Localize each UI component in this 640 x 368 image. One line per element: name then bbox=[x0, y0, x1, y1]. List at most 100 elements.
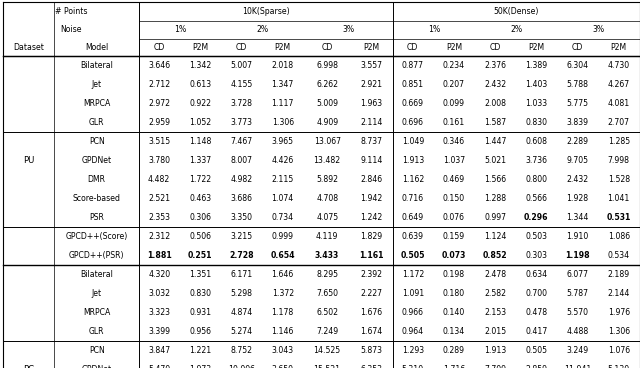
Text: 1.117: 1.117 bbox=[271, 99, 294, 108]
Text: 0.669: 0.669 bbox=[402, 99, 424, 108]
Text: 0.922: 0.922 bbox=[189, 99, 211, 108]
Text: 1.306: 1.306 bbox=[607, 327, 630, 336]
Text: Jet: Jet bbox=[92, 289, 102, 298]
Text: 1.161: 1.161 bbox=[359, 251, 384, 260]
Text: 0.417: 0.417 bbox=[525, 327, 547, 336]
Text: 1.676: 1.676 bbox=[360, 308, 383, 316]
Text: 1.198: 1.198 bbox=[565, 251, 590, 260]
Text: 0.566: 0.566 bbox=[525, 194, 547, 203]
Text: 1.722: 1.722 bbox=[189, 175, 211, 184]
Text: GPDNet: GPDNet bbox=[82, 156, 112, 165]
Text: 1.566: 1.566 bbox=[484, 175, 506, 184]
Text: 1.587: 1.587 bbox=[484, 118, 506, 127]
Text: 2.144: 2.144 bbox=[607, 289, 630, 298]
Text: GLR: GLR bbox=[89, 327, 104, 336]
Text: 0.505: 0.505 bbox=[401, 251, 425, 260]
Text: 2.712: 2.712 bbox=[148, 80, 170, 89]
Text: 1.337: 1.337 bbox=[189, 156, 211, 165]
Text: 1.963: 1.963 bbox=[360, 99, 383, 108]
Text: 11.941: 11.941 bbox=[564, 365, 591, 368]
Text: Score-based: Score-based bbox=[73, 194, 121, 203]
Text: 0.296: 0.296 bbox=[524, 213, 548, 222]
Text: 1.447: 1.447 bbox=[484, 137, 506, 146]
Text: 0.649: 0.649 bbox=[402, 213, 424, 222]
Text: 1.372: 1.372 bbox=[271, 289, 294, 298]
Text: Bilateral: Bilateral bbox=[80, 61, 113, 70]
Text: P2M: P2M bbox=[446, 43, 462, 52]
Text: 1.913: 1.913 bbox=[484, 346, 506, 354]
Text: 0.999: 0.999 bbox=[272, 232, 294, 241]
Text: 3.399: 3.399 bbox=[148, 327, 170, 336]
Text: 0.159: 0.159 bbox=[443, 232, 465, 241]
Text: 0.469: 0.469 bbox=[443, 175, 465, 184]
Text: P2M: P2M bbox=[192, 43, 209, 52]
Text: 3.043: 3.043 bbox=[271, 346, 294, 354]
Text: 1.716: 1.716 bbox=[443, 365, 465, 368]
Text: Noise: Noise bbox=[61, 25, 82, 34]
Text: 2.432: 2.432 bbox=[566, 175, 589, 184]
Text: 1.033: 1.033 bbox=[525, 99, 547, 108]
Text: 5.298: 5.298 bbox=[230, 289, 253, 298]
Text: 0.931: 0.931 bbox=[189, 308, 211, 316]
Text: 1.086: 1.086 bbox=[607, 232, 630, 241]
Text: 0.639: 0.639 bbox=[402, 232, 424, 241]
Text: DMR: DMR bbox=[88, 175, 106, 184]
Text: 4.708: 4.708 bbox=[316, 194, 338, 203]
Text: 0.608: 0.608 bbox=[525, 137, 547, 146]
Text: 7.467: 7.467 bbox=[230, 137, 253, 146]
Text: 0.997: 0.997 bbox=[484, 213, 506, 222]
Text: 5.274: 5.274 bbox=[230, 327, 253, 336]
Text: 5.873: 5.873 bbox=[360, 346, 383, 354]
Text: 2.728: 2.728 bbox=[229, 251, 254, 260]
Text: 7.650: 7.650 bbox=[316, 289, 338, 298]
Text: 5.787: 5.787 bbox=[566, 289, 589, 298]
Text: 14.525: 14.525 bbox=[314, 346, 340, 354]
Text: 1.976: 1.976 bbox=[607, 308, 630, 316]
Text: 4.155: 4.155 bbox=[230, 80, 253, 89]
Text: 3.515: 3.515 bbox=[148, 137, 170, 146]
Text: 2%: 2% bbox=[257, 25, 269, 34]
Text: 1.913: 1.913 bbox=[402, 156, 424, 165]
Text: 6.998: 6.998 bbox=[316, 61, 338, 70]
Text: 0.346: 0.346 bbox=[443, 137, 465, 146]
Text: 1.074: 1.074 bbox=[271, 194, 294, 203]
Text: 1.172: 1.172 bbox=[402, 270, 424, 279]
Text: 4.488: 4.488 bbox=[566, 327, 589, 336]
Text: 8.752: 8.752 bbox=[230, 346, 253, 354]
Text: PCN: PCN bbox=[89, 346, 104, 354]
Text: 1.091: 1.091 bbox=[402, 289, 424, 298]
Text: 0.700: 0.700 bbox=[525, 289, 547, 298]
Text: 6.502: 6.502 bbox=[316, 308, 338, 316]
Text: 0.251: 0.251 bbox=[188, 251, 212, 260]
Text: 5.892: 5.892 bbox=[316, 175, 338, 184]
Text: CD: CD bbox=[154, 43, 165, 52]
Text: 4.320: 4.320 bbox=[148, 270, 170, 279]
Text: 3.839: 3.839 bbox=[566, 118, 589, 127]
Text: 7.998: 7.998 bbox=[608, 156, 630, 165]
Text: 4.482: 4.482 bbox=[148, 175, 170, 184]
Text: 1.293: 1.293 bbox=[402, 346, 424, 354]
Text: 0.654: 0.654 bbox=[271, 251, 295, 260]
Text: 0.478: 0.478 bbox=[525, 308, 547, 316]
Text: 13.482: 13.482 bbox=[314, 156, 340, 165]
Text: 3.032: 3.032 bbox=[148, 289, 170, 298]
Text: 1.829: 1.829 bbox=[360, 232, 383, 241]
Text: Bilateral: Bilateral bbox=[80, 270, 113, 279]
Text: GPDNet: GPDNet bbox=[82, 365, 112, 368]
Text: 2.115: 2.115 bbox=[271, 175, 294, 184]
Text: 3.965: 3.965 bbox=[272, 137, 294, 146]
Text: 0.830: 0.830 bbox=[189, 289, 211, 298]
Text: 3.646: 3.646 bbox=[148, 61, 170, 70]
Text: 2.353: 2.353 bbox=[148, 213, 170, 222]
Text: 0.800: 0.800 bbox=[525, 175, 547, 184]
Text: 1.306: 1.306 bbox=[271, 118, 294, 127]
Text: 2.521: 2.521 bbox=[148, 194, 170, 203]
Text: CD: CD bbox=[490, 43, 501, 52]
Text: 4.426: 4.426 bbox=[271, 156, 294, 165]
Text: 4.119: 4.119 bbox=[316, 232, 339, 241]
Text: 1.124: 1.124 bbox=[484, 232, 506, 241]
Text: 0.877: 0.877 bbox=[402, 61, 424, 70]
Text: 2.972: 2.972 bbox=[148, 99, 170, 108]
Text: 1.041: 1.041 bbox=[607, 194, 630, 203]
Text: 0.076: 0.076 bbox=[443, 213, 465, 222]
